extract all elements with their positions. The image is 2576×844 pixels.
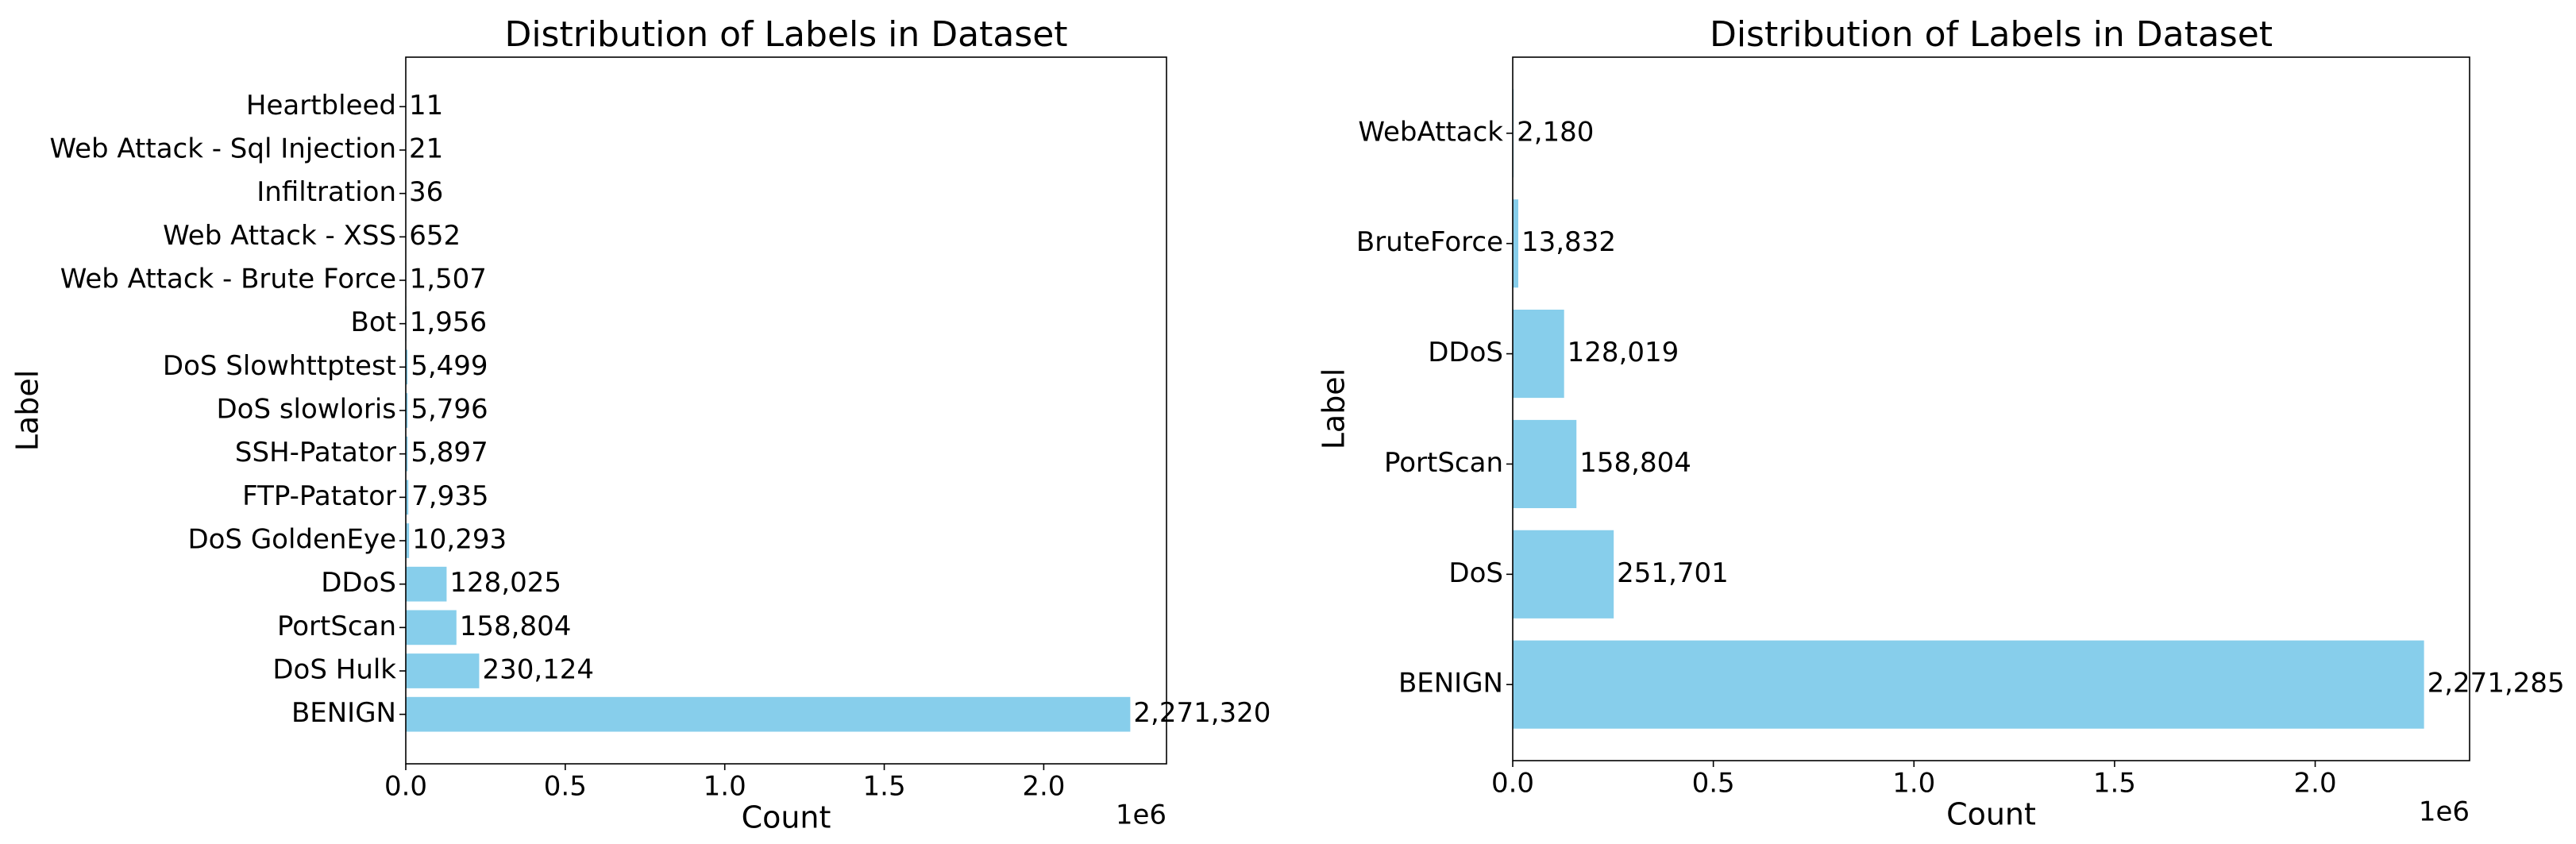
value-label: 230,124 <box>482 654 594 686</box>
y-tick-label: DDoS <box>321 567 396 599</box>
bar <box>406 653 480 688</box>
axes-frame <box>1512 56 2470 761</box>
y-tick-label: BruteForce <box>1356 226 1503 258</box>
value-label: 251,701 <box>1617 557 1729 589</box>
value-label: 652 <box>409 220 461 252</box>
bar <box>406 480 409 515</box>
value-label: 158,804 <box>1579 447 1691 479</box>
value-label: 2,180 <box>1517 116 1594 148</box>
x-axis-label: Count <box>742 800 831 835</box>
bar <box>1513 199 1518 288</box>
y-tick-label: DoS <box>1448 557 1503 589</box>
bar <box>406 566 447 602</box>
value-label: 5,499 <box>411 350 488 382</box>
x-tick-label: 1.0 <box>704 771 746 803</box>
value-label: 10,293 <box>412 524 507 556</box>
bar <box>406 349 408 385</box>
bar <box>406 523 410 558</box>
value-label: 7,935 <box>411 480 488 512</box>
y-axis-label: Label <box>1317 368 1352 450</box>
value-label: 21 <box>409 133 443 164</box>
y-tick-label: DoS GoldenEye <box>187 524 396 556</box>
bar <box>406 436 408 472</box>
bar <box>406 393 408 428</box>
value-label: 5,796 <box>411 394 488 426</box>
y-tick-label: WebAttack <box>1358 116 1503 148</box>
chart-title: Distribution of Labels in Dataset <box>1710 14 2273 55</box>
value-label: 11 <box>409 90 443 121</box>
y-tick-label: Web Attack - XSS <box>163 220 396 252</box>
bar <box>406 696 1131 732</box>
x-tick-label: 2.0 <box>2294 768 2337 800</box>
value-label: 2,271,285 <box>2428 668 2565 699</box>
bar <box>1513 310 1564 399</box>
y-tick-label: PortScan <box>277 611 396 642</box>
x-tick-label: 0.5 <box>544 771 587 803</box>
bar <box>406 610 457 646</box>
x-tick-label: 0.0 <box>384 771 427 803</box>
y-tick-label: DoS Slowhttptest <box>163 350 396 382</box>
y-tick-label: BENIGN <box>1398 668 1503 699</box>
value-label: 128,025 <box>449 567 561 599</box>
x-tick-label: 1.5 <box>2093 768 2136 800</box>
y-tick-label: FTP-Patator <box>242 480 396 512</box>
y-tick-label: DDoS <box>1428 337 1503 368</box>
y-tick-label: SSH-Patator <box>235 437 396 468</box>
value-label: 2,271,320 <box>1133 697 1271 729</box>
y-tick-label: Web Attack - Brute Force <box>60 263 396 295</box>
value-label: 1,507 <box>410 263 487 295</box>
y-tick-label: Bot <box>351 306 396 338</box>
bar <box>1513 530 1614 619</box>
y-tick-label: Heartbleed <box>246 90 396 121</box>
value-label: 36 <box>409 176 443 208</box>
x-tick-label: 1.0 <box>1892 768 1935 800</box>
y-tick-label: DoS Hulk <box>272 654 396 686</box>
chart-title: Distribution of Labels in Dataset <box>504 14 1067 55</box>
x-offset-label: 1e6 <box>1116 800 1167 831</box>
value-label: 158,804 <box>460 611 572 642</box>
y-tick-label: PortScan <box>1384 447 1503 479</box>
value-label: 13,832 <box>1521 226 1616 258</box>
x-axis-label: Count <box>1946 797 2036 832</box>
y-tick-label: Web Attack - Sql Injection <box>49 133 396 164</box>
y-tick-label: Infiltration <box>256 176 396 208</box>
bar <box>1513 640 2424 729</box>
x-tick-label: 1.5 <box>863 771 906 803</box>
value-label: 5,897 <box>411 437 488 468</box>
value-label: 1,956 <box>410 306 487 338</box>
x-offset-label: 1e6 <box>2419 796 2470 828</box>
x-tick-label: 2.0 <box>1022 771 1065 803</box>
x-tick-label: 0.5 <box>1692 768 1735 800</box>
bar <box>1513 419 1577 508</box>
y-tick-label: BENIGN <box>291 697 396 729</box>
value-label: 128,019 <box>1568 337 1679 368</box>
y-tick-label: DoS slowloris <box>216 394 396 426</box>
y-axis-label: Label <box>10 370 45 452</box>
x-tick-label: 0.0 <box>1491 768 1534 800</box>
axes-frame <box>405 56 1167 765</box>
